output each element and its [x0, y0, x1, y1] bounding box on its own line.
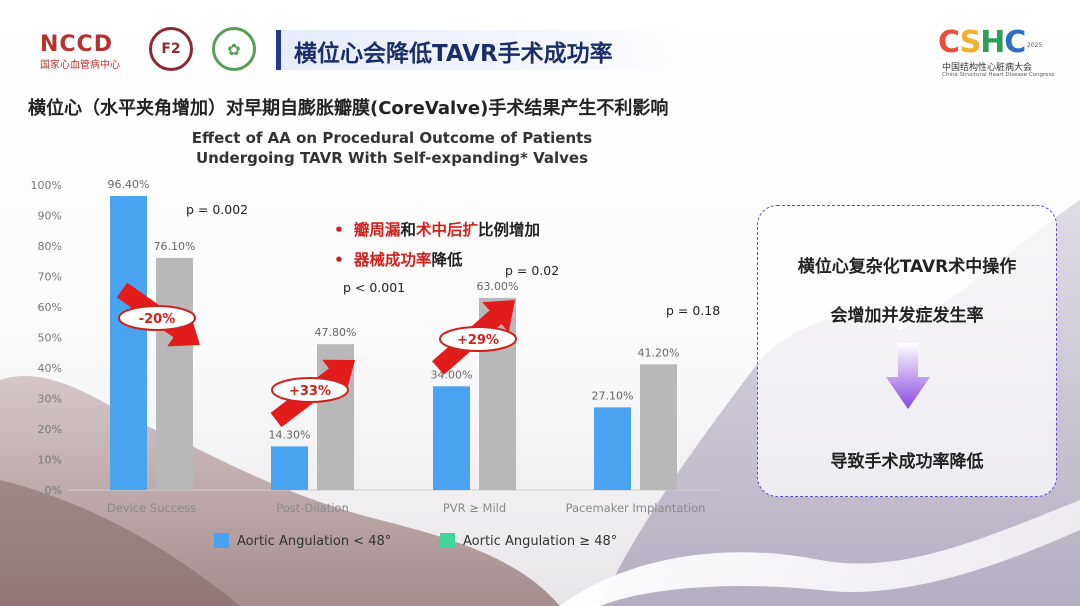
conclusion-callout: 横位心复杂化TAVR术中操作 会增加并发症发生率 导致手术成功率降低 — [757, 205, 1057, 497]
callout-line-3: 导致手术成功率降低 — [830, 452, 984, 472]
cshc-name-en: China Structural Heart Disease Congress — [942, 72, 1055, 78]
y-tick-label: 70% — [38, 271, 62, 284]
bar-value-label: 34.00% — [431, 368, 473, 381]
legend-item-ge48: Aortic Angulation ≥ 48° — [440, 533, 617, 549]
nccd-logo: NCCD — [40, 32, 113, 57]
bar — [271, 446, 308, 490]
change-badge-label: +33% — [289, 384, 331, 399]
legend-label: Aortic Angulation < 48° — [237, 534, 392, 549]
bullet-item: • 瓣周漏和术中后扩比例增加 — [334, 218, 540, 240]
change-badge — [439, 326, 517, 352]
p-value-label: p = 0.002 — [186, 202, 248, 217]
bullet-text: 比例增加 — [477, 221, 540, 239]
bullet-text: 和 — [400, 221, 416, 239]
p-value-label: p = 0.18 — [666, 303, 720, 318]
bar-value-label: 96.40% — [108, 178, 150, 191]
y-tick-label: 50% — [38, 332, 62, 345]
bar — [110, 195, 147, 491]
x-tick-label: Device Success — [107, 501, 196, 515]
legend-label: Aortic Angulation ≥ 48° — [463, 534, 618, 549]
title-banner — [276, 30, 701, 70]
x-tick-label: PVR ≥ Mild — [443, 501, 506, 515]
bar-value-label: 14.30% — [269, 428, 311, 441]
bar — [640, 364, 677, 490]
bullet-dot-icon: • — [334, 221, 344, 239]
cshc-year: 2025 — [1027, 42, 1043, 49]
bullet-text: 术中后扩 — [415, 221, 478, 239]
legend-swatch — [440, 533, 455, 548]
y-tick-label: 100% — [31, 179, 62, 192]
cshc-logo: CSHC — [938, 25, 1026, 60]
y-tick-label: 0% — [45, 484, 62, 497]
change-badge — [271, 377, 349, 403]
p-value-label: p = 0.02 — [505, 263, 559, 278]
chart-title-line1: Effect of AA on Procedural Outcome of Pa… — [191, 129, 593, 147]
chart-title-line2: Undergoing TAVR With Self-expanding* Val… — [195, 149, 589, 167]
cshc-name-cn: 中国结构性心脏病大会 — [942, 63, 1033, 73]
bullet-text: 瓣周漏 — [353, 221, 401, 239]
bullet-text: 降低 — [431, 251, 463, 269]
arrow-down-icon — [886, 343, 930, 409]
p-value-label: p < 0.001 — [343, 280, 405, 295]
x-tick-label: Post-Dilation — [276, 501, 349, 515]
association-seal-icon: ✿ — [212, 27, 256, 71]
bullet-dot-icon: • — [334, 251, 344, 269]
y-tick-label: 80% — [38, 240, 62, 253]
y-tick-label: 60% — [38, 301, 62, 314]
bar-value-label: 76.10% — [154, 240, 196, 253]
bar-value-label: 41.20% — [638, 346, 680, 359]
nccd-logo-subtext: 国家心血管病中心 — [40, 60, 120, 71]
legend-item-lt48: Aortic Angulation < 48° — [214, 533, 391, 549]
legend-swatch — [214, 533, 229, 548]
y-tick-label: 10% — [38, 454, 62, 467]
y-tick-label: 90% — [38, 210, 62, 223]
change-badge — [118, 305, 196, 331]
bar — [594, 407, 631, 490]
callout-line-2: 会增加并发症发生率 — [830, 306, 984, 326]
callout-line-1: 横位心复杂化TAVR术中操作 — [797, 257, 1017, 277]
slide-subtitle: 横位心（水平夹角增加）对早期自膨胀瓣膜(CoreValve)手术结果产生不利影响 — [28, 98, 669, 119]
x-tick-label: Pacemaker Implantation — [566, 501, 706, 515]
hospital-seal-icon: F2 — [149, 27, 193, 71]
bullet-list: • 瓣周漏和术中后扩比例增加 • 器械成功率降低 — [334, 218, 540, 278]
bullet-text: 器械成功率 — [353, 251, 432, 269]
bar-value-label: 27.10% — [592, 389, 634, 402]
bar-value-label: 63.00% — [477, 280, 519, 293]
y-tick-label: 20% — [38, 423, 62, 436]
y-tick-label: 30% — [38, 393, 62, 406]
change-badge-label: +29% — [457, 333, 499, 348]
bullet-item: • 器械成功率降低 — [334, 248, 540, 270]
bar-value-label: 47.80% — [315, 326, 357, 339]
slide-title: 横位心会降低TAVR手术成功率 — [294, 41, 613, 67]
y-tick-label: 40% — [38, 362, 62, 375]
bar — [433, 386, 470, 490]
bar — [156, 257, 193, 490]
change-badge-label: -20% — [139, 312, 176, 327]
